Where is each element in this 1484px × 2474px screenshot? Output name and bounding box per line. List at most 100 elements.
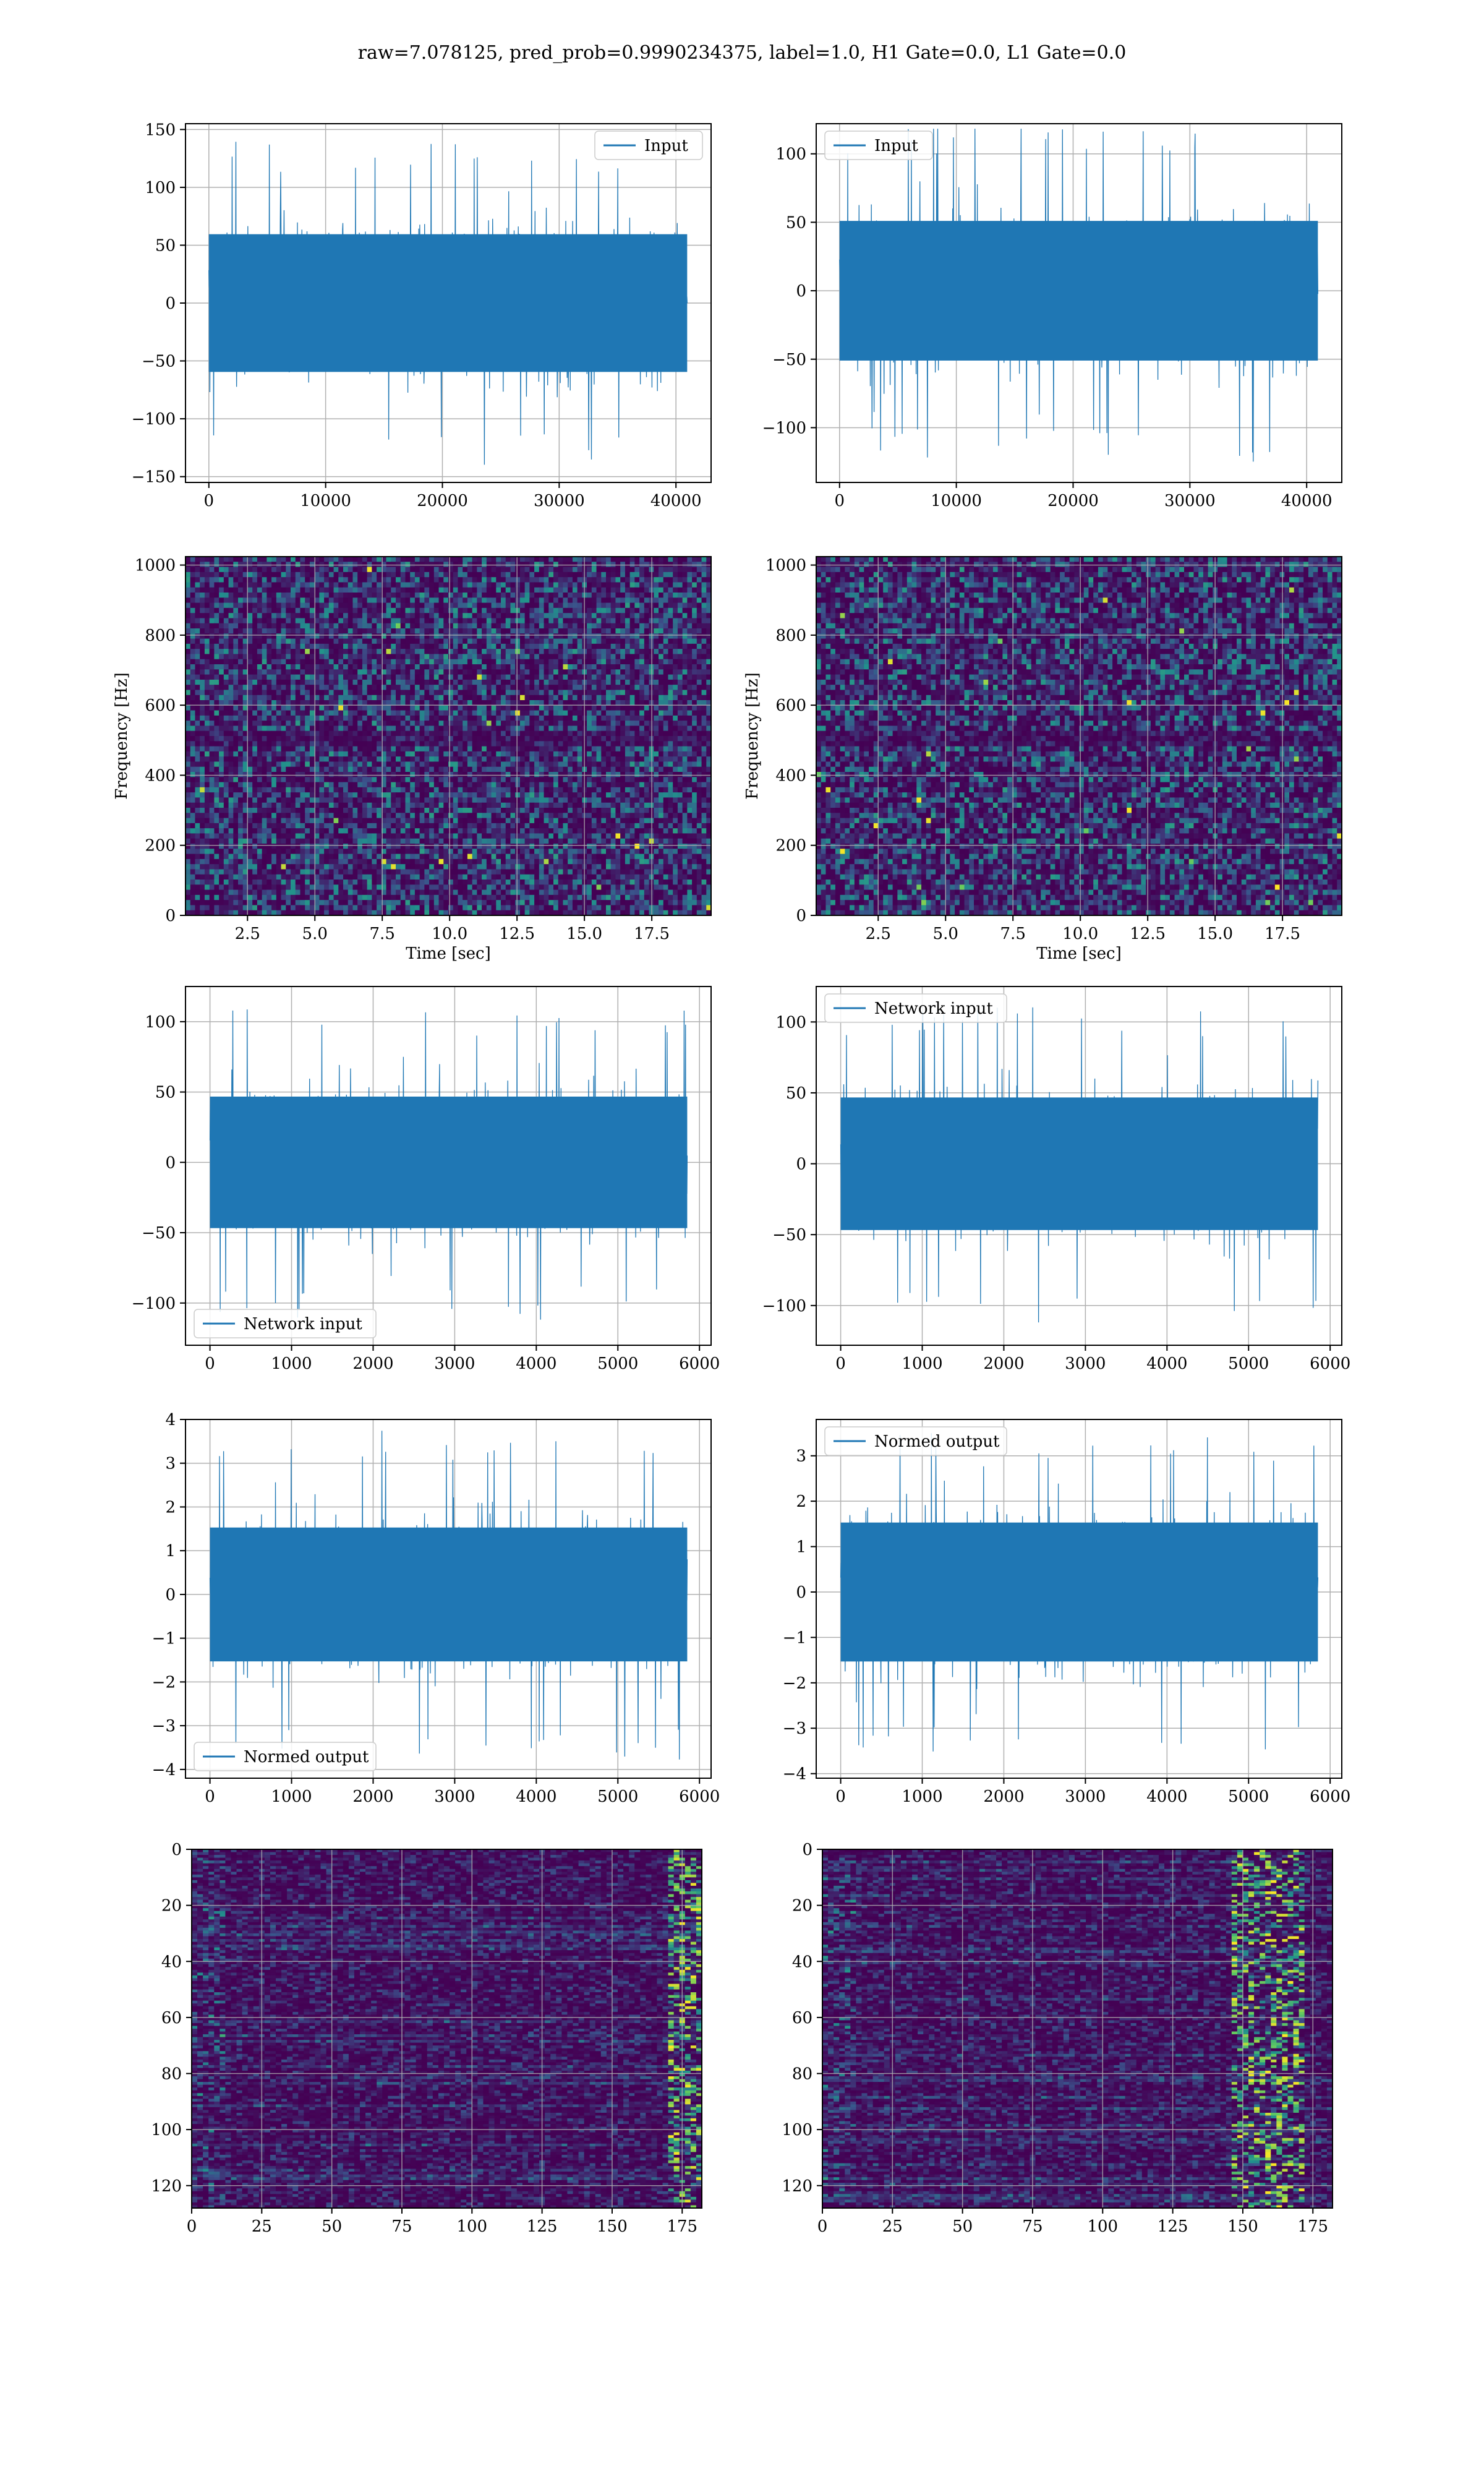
heat-cell: [467, 777, 473, 783]
heat-cell: [472, 741, 477, 747]
heat-cell: [228, 730, 234, 737]
heat-cell: [228, 772, 234, 777]
heat-cell: [377, 577, 382, 583]
heat-cell: [438, 782, 444, 788]
heat-cell: [501, 633, 506, 640]
heat-cell: [333, 602, 339, 609]
heat-cell: [673, 756, 678, 763]
heat-cell: [324, 597, 330, 604]
heat-cell: [386, 710, 391, 716]
heat-cell: [429, 741, 435, 747]
heat-cell: [438, 597, 444, 604]
heat-cell: [281, 736, 286, 742]
heat-cell: [615, 587, 621, 593]
heat-cell: [519, 633, 526, 640]
heat-cell: [319, 690, 325, 696]
heat-cell: [448, 649, 454, 655]
heat-cell: [300, 562, 305, 568]
heat-cell: [558, 751, 564, 757]
heat-cell: [629, 562, 635, 568]
heat-cell: [620, 674, 626, 680]
heat-cell: [443, 618, 449, 624]
heat-cell: [247, 782, 253, 788]
heat-cell: [577, 562, 582, 568]
heat-cell: [692, 593, 697, 598]
heat-cell: [204, 674, 210, 680]
heat-cell: [262, 669, 267, 675]
heat-cell: [286, 597, 291, 604]
heat-cell: [396, 730, 401, 737]
heat-cell: [328, 638, 335, 644]
heat-cell: [477, 587, 482, 593]
heat-cell: [501, 772, 506, 777]
heat-cell: [300, 695, 305, 701]
heat-cell: [357, 643, 363, 649]
heat-cell: [242, 761, 249, 768]
heat-cell: [477, 705, 482, 711]
heat-cell: [424, 766, 430, 773]
heat-cell: [348, 690, 354, 696]
heat-cell: [324, 679, 330, 685]
heat-cell: [477, 659, 482, 665]
heat-cell: [362, 613, 368, 619]
heat-cell: [271, 638, 277, 644]
heat-cell: [639, 685, 645, 691]
heat-cell: [673, 638, 678, 644]
heat-cell: [519, 782, 526, 788]
heat-cell: [587, 756, 592, 763]
heat-cell: [587, 679, 592, 685]
heat-cell: [615, 669, 621, 675]
heat-cell: [577, 695, 582, 701]
heat-cell: [486, 746, 492, 752]
heat-cell: [606, 577, 612, 583]
heat-cell: [501, 593, 506, 598]
heat-cell: [610, 766, 616, 773]
heat-cell: [505, 715, 511, 721]
heat-cell: [687, 685, 693, 691]
heat-cell: [510, 741, 516, 747]
heat-cell: [505, 649, 511, 655]
heat-cell: [534, 577, 540, 583]
heat-cell: [242, 628, 249, 634]
heat-cell: [267, 587, 272, 593]
heat-cell: [252, 721, 258, 727]
heat-cell: [319, 741, 325, 747]
heat-cell: [634, 587, 640, 593]
heat-cell: [458, 679, 463, 685]
heat-cell: [668, 567, 673, 573]
heat-cell: [238, 751, 244, 757]
heat-cell: [673, 633, 678, 640]
heat-cell: [281, 746, 286, 752]
heat-cell: [482, 607, 487, 614]
heat-cell: [233, 761, 239, 768]
heat-cell: [692, 679, 697, 685]
heat-cell: [300, 766, 305, 773]
heat-cell: [238, 685, 244, 691]
heat-cell: [424, 751, 430, 757]
heat-cell: [186, 679, 191, 685]
heat-cell: [591, 638, 597, 644]
heat-cell: [663, 695, 669, 701]
heat-cell: [668, 582, 673, 588]
heat-cell: [291, 690, 296, 696]
heat-cell: [190, 571, 196, 578]
heat-cell: [539, 736, 545, 742]
heat-cell: [553, 567, 559, 573]
heat-cell: [458, 664, 463, 670]
heat-cell: [668, 715, 673, 721]
heat-cell: [606, 777, 612, 783]
heat-cell: [482, 567, 487, 573]
heat-cell: [534, 669, 540, 675]
heat-cell: [458, 557, 463, 562]
heat-cell: [238, 607, 244, 614]
heat-cell: [482, 674, 487, 680]
heat-cell: [286, 659, 291, 665]
heat-cell: [305, 623, 310, 629]
heat-cell: [615, 623, 621, 629]
heat-cell: [654, 674, 659, 680]
heat-cell: [548, 721, 554, 727]
heat-cell: [673, 695, 678, 701]
heat-cell: [458, 756, 463, 763]
heat-cell: [348, 715, 354, 721]
heat-cell: [204, 654, 210, 660]
